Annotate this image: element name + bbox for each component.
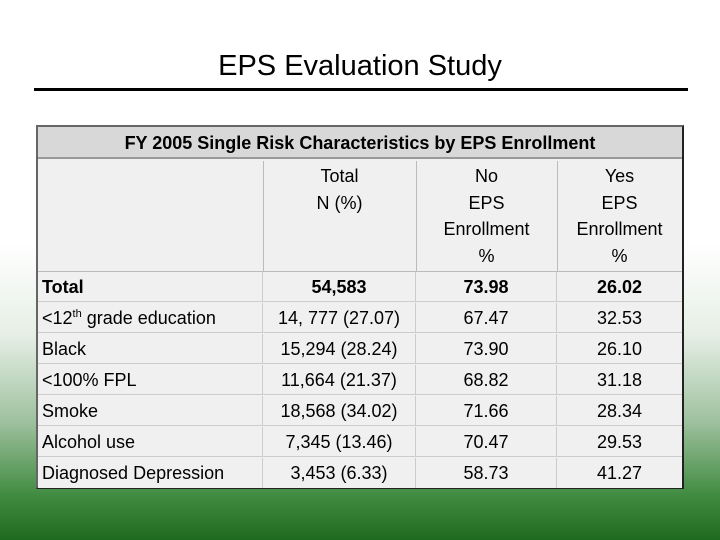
header-line: EPS [601,192,638,213]
label-suffix: grade education [81,308,216,328]
no-eps-value: 73.90 [416,334,557,364]
total-n-value: 11,664 (21.37) [263,365,416,395]
yes-eps-value: 28.34 [557,396,682,426]
total-n-value: 18,568 (34.02) [263,396,416,426]
header-line: Enrollment [443,219,530,239]
header-line: Total [320,166,359,186]
no-eps-value: 73.98 [416,272,557,302]
header-line: Yes [604,166,635,186]
table-row: Smoke 18,568 (34.02) 71.66 28.34 [38,396,682,427]
no-eps-value: 68.82 [416,365,557,395]
table-row: Alcohol use 7,345 (13.46) 70.47 29.53 [38,427,682,458]
table-row-total: Total 54,583 73.98 26.02 [38,272,682,303]
table-caption: FY 2005 Single Risk Characteristics by E… [38,127,682,159]
header-empty-cell [38,161,264,272]
column-header-total: Total N (%) [263,163,416,216]
label-prefix: <12 [42,308,73,328]
header-line: % [478,245,495,266]
total-n-value: 3,453 (6.33) [263,458,416,488]
yes-eps-value: 29.53 [557,427,682,457]
header-line: No [474,166,498,186]
row-label: Diagnosed Depression [38,458,263,488]
no-eps-value: 70.47 [416,427,557,457]
table-row: <100% FPL 11,664 (21.37) 68.82 31.18 [38,365,682,396]
row-label: Smoke [38,396,263,426]
header-line: Enrollment [576,219,663,239]
column-header-no: No EPS Enrollment % [416,163,557,269]
slide-title: EPS Evaluation Study [218,50,502,82]
table-row: <12th grade education 14, 777 (27.07) 67… [38,303,682,334]
no-eps-value: 71.66 [416,396,557,426]
column-header-yes: Yes EPS Enrollment % [557,163,682,269]
row-label: Alcohol use [38,427,263,457]
header-no-cell [416,161,558,272]
no-eps-value: 67.47 [416,303,557,333]
row-label: Black [38,334,263,364]
header-total-cell [263,161,417,272]
row-label: <100% FPL [38,365,263,395]
row-label: Total [38,272,263,302]
table-row: Diagnosed Depression 3,453 (6.33) 58.73 … [38,458,682,489]
total-n-value: 14, 777 (27.07) [263,303,416,333]
yes-eps-value: 31.18 [557,365,682,395]
yes-eps-value: 26.02 [557,272,682,302]
yes-eps-value: 26.10 [557,334,682,364]
yes-eps-value: 32.53 [557,303,682,333]
label-superscript: th [72,308,82,320]
table-row: Black 15,294 (28.24) 73.90 26.10 [38,334,682,365]
header-line: % [611,245,628,266]
no-eps-value: 58.73 [416,458,557,488]
total-n-value: 7,345 (13.46) [263,427,416,457]
total-n-value: 15,294 (28.24) [263,334,416,364]
yes-eps-value: 41.27 [557,458,682,488]
total-n-value: 54,583 [263,272,416,302]
header-yes-cell [557,161,682,272]
title-underline [34,88,688,91]
header-line: EPS [468,192,505,213]
data-table: FY 2005 Single Risk Characteristics by E… [36,125,684,489]
row-label: <12th grade education [38,303,263,333]
header-line: N (%) [316,192,363,213]
